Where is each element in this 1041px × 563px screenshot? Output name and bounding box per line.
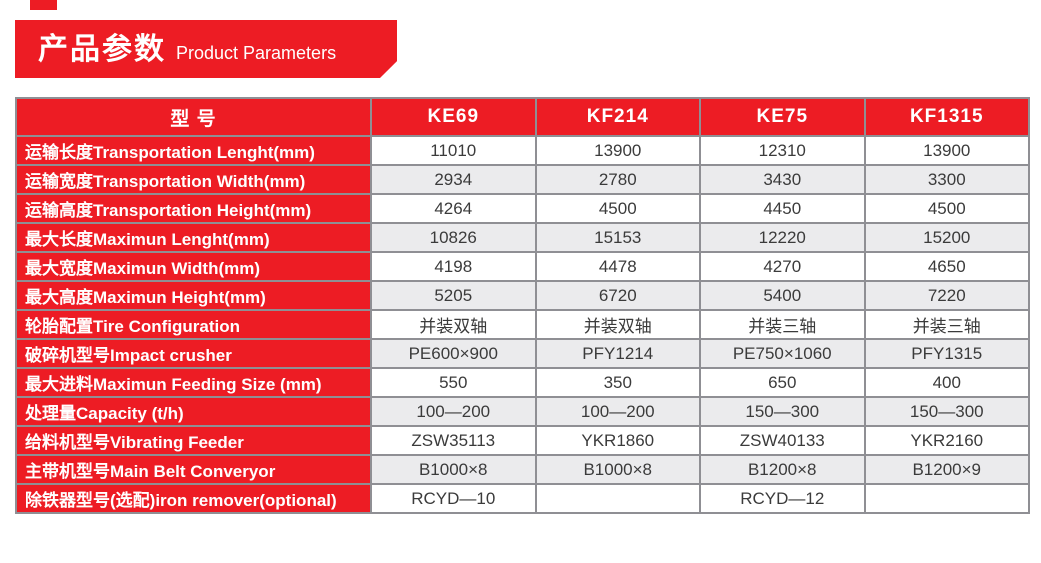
header-col-ke69: KE69	[370, 97, 537, 137]
row-value: 11010	[370, 135, 537, 166]
row-value	[863, 483, 1030, 514]
row-value: 6720	[534, 280, 701, 311]
table-row: 最大宽度Maximun Width(mm) 4198 4478 4270 4650	[15, 251, 1030, 282]
table-row: 最大进料Maximun Feeding Size (mm) 550 350 650 40…	[15, 367, 1030, 398]
row-value: 2780	[534, 164, 701, 195]
row-value: 100—200	[370, 396, 537, 427]
row-value: 12310	[699, 135, 866, 166]
row-label: 最大高度Maximun Height(mm)	[15, 280, 372, 311]
row-value: ZSW40133	[699, 425, 866, 456]
row-value: 3430	[699, 164, 866, 195]
row-value: 400	[863, 367, 1030, 398]
row-value: PE600×900	[370, 338, 537, 369]
table-body: 运输长度Transportation Lenght(mm) 11010 13900 1…	[15, 135, 1030, 514]
row-value: 4500	[863, 193, 1030, 224]
section-banner: 产品参数 Product Parameters	[15, 20, 397, 78]
table-row: 给料机型号Vibrating Feeder ZSW35113 YKR1860 ZSW4…	[15, 425, 1030, 456]
header-col-kf1315: KF1315	[863, 97, 1030, 137]
row-value: 350	[534, 367, 701, 398]
row-value: 4478	[534, 251, 701, 282]
row-value: PFY1214	[534, 338, 701, 369]
table-row: 除铁器型号(选配)iron remover(optional) RCYD—10 RC…	[15, 483, 1030, 514]
banner-title-zh: 产品参数	[38, 33, 166, 66]
table-row: 运输宽度Transportation Width(mm) 2934 2780 3430…	[15, 164, 1030, 195]
row-label: 处理量Capacity (t/h)	[15, 396, 372, 427]
row-value: 5400	[699, 280, 866, 311]
row-value: 13900	[534, 135, 701, 166]
row-value: YKR1860	[534, 425, 701, 456]
row-label: 主带机型号Main Belt Converyor	[15, 454, 372, 485]
row-value: 4450	[699, 193, 866, 224]
table-header-row: 型 号 KE69 KF214 KE75 KF1315	[15, 97, 1030, 137]
table-row: 破碎机型号Impact crusher PE600×900 PFY1214 PE750…	[15, 338, 1030, 369]
row-value: 并装双轴	[534, 309, 701, 340]
row-value: B1000×8	[370, 454, 537, 485]
row-value: PE750×1060	[699, 338, 866, 369]
row-value: 15153	[534, 222, 701, 253]
row-value: RCYD—12	[699, 483, 866, 514]
row-value: 150—300	[699, 396, 866, 427]
row-label: 最大进料Maximun Feeding Size (mm)	[15, 367, 372, 398]
table-row: 主带机型号Main Belt Converyor B1000×8 B1000×8 B1…	[15, 454, 1030, 485]
row-value	[534, 483, 701, 514]
row-value: 4500	[534, 193, 701, 224]
row-label: 除铁器型号(选配)iron remover(optional)	[15, 483, 372, 514]
row-label: 破碎机型号Impact crusher	[15, 338, 372, 369]
table-row: 运输长度Transportation Lenght(mm) 11010 13900 1…	[15, 135, 1030, 166]
row-value: B1000×8	[534, 454, 701, 485]
row-value: 3300	[863, 164, 1030, 195]
red-corner-accent	[30, 0, 57, 10]
row-value: B1200×8	[699, 454, 866, 485]
row-label: 给料机型号Vibrating Feeder	[15, 425, 372, 456]
row-value: 并装双轴	[370, 309, 537, 340]
row-value: 13900	[863, 135, 1030, 166]
table-row: 处理量Capacity (t/h) 100—200 100—200 150—300 15…	[15, 396, 1030, 427]
table-row: 最大高度Maximun Height(mm) 5205 6720 5400 7220	[15, 280, 1030, 311]
row-value: 7220	[863, 280, 1030, 311]
banner-title-en: Product Parameters	[176, 43, 337, 63]
product-parameters-table: 型 号 KE69 KF214 KE75 KF1315 运输长度Transport…	[15, 97, 1030, 514]
row-label: 运输长度Transportation Lenght(mm)	[15, 135, 372, 166]
row-value: 150—300	[863, 396, 1030, 427]
header-col-ke75: KE75	[699, 97, 866, 137]
row-value: 650	[699, 367, 866, 398]
row-label: 轮胎配置Tire Configuration	[15, 309, 372, 340]
row-label: 运输宽度Transportation Width(mm)	[15, 164, 372, 195]
row-value: 100—200	[534, 396, 701, 427]
row-value: RCYD—10	[370, 483, 537, 514]
row-value: 5205	[370, 280, 537, 311]
row-value: 10826	[370, 222, 537, 253]
row-value: 并装三轴	[863, 309, 1030, 340]
table-row: 运输高度Transportation Height(mm) 4264 4500 445…	[15, 193, 1030, 224]
row-value: 并装三轴	[699, 309, 866, 340]
row-value: 15200	[863, 222, 1030, 253]
row-value: 2934	[370, 164, 537, 195]
row-value: 12220	[699, 222, 866, 253]
header-col-kf214: KF214	[534, 97, 701, 137]
row-value: 4264	[370, 193, 537, 224]
row-value: 4270	[699, 251, 866, 282]
row-value: YKR2160	[863, 425, 1030, 456]
row-value: ZSW35113	[370, 425, 537, 456]
header-model-label: 型 号	[15, 97, 372, 137]
table-row: 最大长度Maximun Lenght(mm) 10826 15153 12220 152…	[15, 222, 1030, 253]
table-row: 轮胎配置Tire Configuration 并装双轴 并装双轴 并装三轴 并装三轴	[15, 309, 1030, 340]
row-value: PFY1315	[863, 338, 1030, 369]
row-value: 550	[370, 367, 537, 398]
row-label: 最大长度Maximun Lenght(mm)	[15, 222, 372, 253]
row-label: 运输高度Transportation Height(mm)	[15, 193, 372, 224]
row-value: 4198	[370, 251, 537, 282]
row-label: 最大宽度Maximun Width(mm)	[15, 251, 372, 282]
row-value: 4650	[863, 251, 1030, 282]
row-value: B1200×9	[863, 454, 1030, 485]
